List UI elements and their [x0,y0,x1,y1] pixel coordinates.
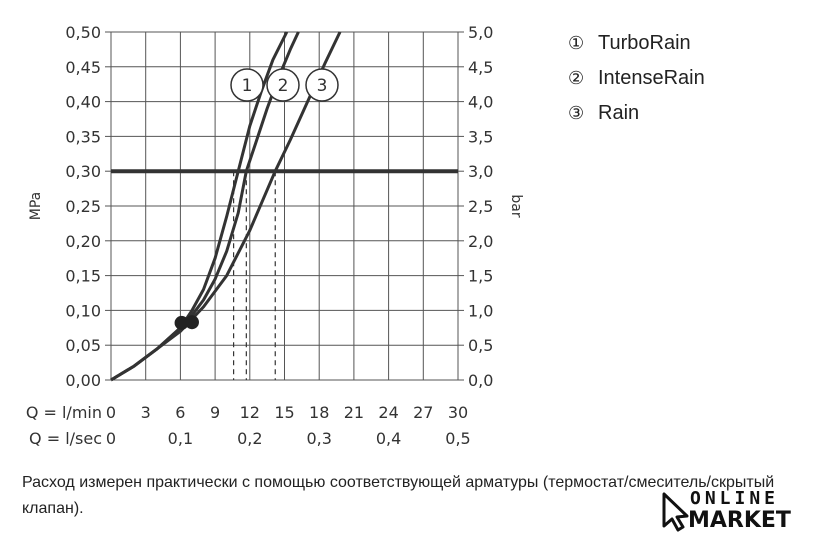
x-lmin-tick-label: 0 [106,403,116,422]
y-right-tick-label: 1,5 [468,267,493,286]
legend-label: Rain [598,102,640,124]
y-left-tick-label: 0,35 [65,127,101,146]
x-lmin-tick-label: 3 [141,403,151,422]
y-right-tick-label: 2,0 [468,232,493,251]
curve-label-circle [305,68,339,102]
x-lsec-ticks: 0 0,1 0,2 0,3 0,4 0,5 [106,429,471,448]
legend-item-intenserain: ② IntenseRain [568,61,705,96]
y-right-tick-label: 0,0 [468,371,493,390]
y-left-tick-label: 0,30 [65,162,101,181]
y-left-tick-label: 0,25 [65,197,101,216]
y-right-axis-label: bar [508,194,524,217]
curve-label-circle [266,68,300,102]
legend-number: ③ [568,103,585,124]
x-lsec-tick-label: 0,1 [168,429,193,448]
watermark-logo: ONLINE MARKET [662,488,832,538]
legend-number: ① [568,33,585,54]
x-lmin-ticks: 0 3 6 9 12 15 18 21 24 27 30 [106,403,468,422]
y-left-tick-label: 0,50 [65,23,101,42]
legend-item-turborain: ① TurboRain [568,26,705,61]
y-left-tick-label: 0,40 [65,93,101,112]
y-right-tick-label: 3,0 [468,162,493,181]
curve-label-1: 1 [242,76,253,96]
x-lmin-tick-label: 30 [448,403,468,422]
x-lmin-tick-label: 15 [274,403,294,422]
y-right-tick-label: 3,5 [468,127,493,146]
y-left-tick-label: 0,00 [65,371,101,390]
curve-number-labels: 1 2 3 [230,68,339,102]
y-left-tick-label: 0,15 [65,267,101,286]
data-marker [184,315,199,330]
legend-label: TurboRain [598,32,691,54]
y-left-tick-label: 0,10 [65,301,101,320]
watermark-line1: ONLINE [690,488,780,509]
x-lmin-tick-label: 27 [413,403,433,422]
y-left-tick-label: 0,20 [65,232,101,251]
y-right-tick-label: 2,5 [468,197,493,216]
x-lsec-tick-label: 0,4 [376,429,401,448]
y-right-ticks: 0,0 0,5 1,0 1,5 2,0 2,5 3,0 3,5 4,0 4,5 5,0 [468,23,493,390]
watermark-line2: MARKET [688,508,791,533]
dashed-drop-lines [233,171,276,380]
x-lmin-tick-label: 24 [378,403,398,422]
y-right-tick-label: 1,0 [468,301,493,320]
x-lsec-tick-label: 0 [106,429,116,448]
x-lsec-tick-label: 0,2 [237,429,262,448]
x-lmin-tick-label: 18 [309,403,329,422]
chart-legend: ① TurboRain ② IntenseRain ③ Rain [568,26,705,131]
y-right-tick-label: 4,5 [468,58,493,77]
y-right-tick-label: 5,0 [468,23,493,42]
cursor-icon [662,492,689,532]
y-right-tick-label: 0,5 [468,336,493,355]
x-lmin-tick-label: 9 [210,403,220,422]
y-left-axis-label: MPa [28,192,44,220]
curve-label-circle [230,68,264,102]
curve-label-3: 3 [317,76,328,96]
x-lsec-axis-label: Q = l/sec [29,429,102,448]
y-left-ticks: 0,00 0,05 0,10 0,15 0,20 0,25 0,30 0,35 0,40 0,45… [65,23,101,390]
x-lmin-tick-label: 21 [344,403,364,422]
chart-caption: Расход измерен практически с помощью соо… [22,474,775,517]
x-lmin-tick-label: 6 [175,403,185,422]
y-left-tick-label: 0,45 [65,58,101,77]
x-lsec-tick-label: 0,5 [445,429,470,448]
legend-label: IntenseRain [598,67,705,89]
y-right-tick-label: 4,0 [468,93,493,112]
legend-item-rain: ③ Rain [568,96,705,131]
x-lsec-tick-label: 0,3 [306,429,331,448]
curve-label-2: 2 [278,76,289,96]
legend-number: ② [568,68,585,89]
intersection-markers [174,315,199,330]
data-marker [174,315,189,330]
x-lmin-axis-label: Q = l/min [26,403,102,422]
x-lmin-tick-label: 12 [240,403,260,422]
y-left-tick-label: 0,05 [65,336,101,355]
